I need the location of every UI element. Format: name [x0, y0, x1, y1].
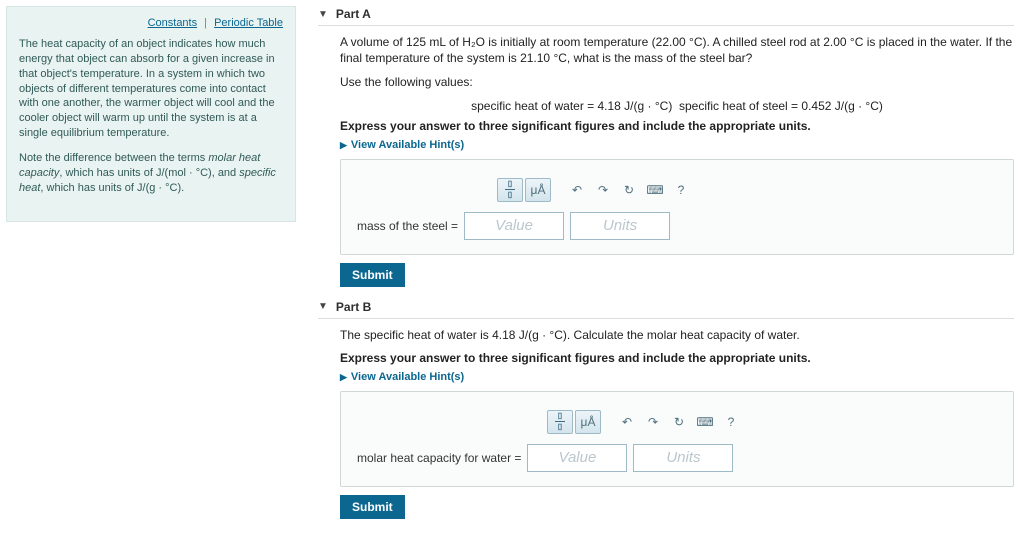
answer-label-a: mass of the steel = [357, 219, 458, 233]
value-input-b[interactable]: Value [527, 444, 627, 472]
units-input-a[interactable]: Units [570, 212, 670, 240]
page-root: Constants | Periodic Table The heat capa… [0, 0, 1024, 552]
redo-button[interactable]: ↷ [641, 411, 665, 433]
help-button[interactable]: ? [719, 411, 743, 433]
intro-paragraph-2: Note the difference between the terms mo… [19, 151, 283, 196]
constants-link[interactable]: Constants [148, 17, 198, 29]
answer-row-a: mass of the steel = Value Units [357, 212, 997, 240]
submit-button-b[interactable]: Submit [340, 495, 405, 519]
part-b: ▼ Part B The specific heat of water is 4… [318, 297, 1014, 519]
units-input-b[interactable]: Units [633, 444, 733, 472]
sidebar: Constants | Periodic Table The heat capa… [0, 0, 310, 552]
main-content: ▼ Part A A volume of 125 mL of H₂O is in… [310, 0, 1024, 552]
keyboard-button[interactable]: ⌨ [693, 411, 717, 433]
part-a-header[interactable]: ▼ Part A [318, 4, 1014, 26]
answer-row-b: molar heat capacity for water = Value Un… [357, 444, 997, 472]
view-hints-a[interactable]: ▶View Available Hint(s) [340, 139, 1014, 151]
part-a-question: A volume of 125 mL of H₂O is initially a… [340, 34, 1014, 66]
part-a: ▼ Part A A volume of 125 mL of H₂O is in… [318, 4, 1014, 287]
use-values-label: Use the following values: [340, 74, 1014, 90]
part-a-body: A volume of 125 mL of H₂O is initially a… [318, 26, 1014, 287]
express-instruction-a: Express your answer to three significant… [340, 119, 1014, 133]
submit-button-a[interactable]: Submit [340, 263, 405, 287]
value-steel: specific heat of steel = 0.452 J/(g · °C… [679, 99, 883, 113]
chevron-right-icon: ▶ [340, 372, 347, 382]
part-a-title: Part A [336, 7, 371, 21]
toolbar-a: ▯▯ μÅ ↶ ↷ ↻ ⌨ ? [357, 178, 997, 202]
templates-icon: ▯▯ [555, 412, 565, 431]
periodic-table-link[interactable]: Periodic Table [214, 17, 283, 29]
value-water: specific heat of water = 4.18 J/(g · °C) [471, 99, 672, 113]
answer-box-b: ▯▯ μÅ ↶ ↷ ↻ ⌨ ? molar heat capacity for … [340, 391, 1014, 487]
redo-button[interactable]: ↷ [591, 179, 615, 201]
intro-paragraph-1: The heat capacity of an object indicates… [19, 37, 283, 141]
collapse-icon: ▼ [318, 9, 328, 20]
reset-button[interactable]: ↻ [667, 411, 691, 433]
info-box: Constants | Periodic Table The heat capa… [6, 6, 296, 222]
value-input-a[interactable]: Value [464, 212, 564, 240]
reset-button[interactable]: ↻ [617, 179, 641, 201]
templates-button[interactable]: ▯▯ [547, 410, 573, 434]
part-b-question: The specific heat of water is 4.18 J/(g … [340, 327, 1014, 343]
special-chars-button[interactable]: μÅ [525, 178, 551, 202]
part-b-body: The specific heat of water is 4.18 J/(g … [318, 319, 1014, 519]
keyboard-button[interactable]: ⌨ [643, 179, 667, 201]
answer-box-a: ▯▯ μÅ ↶ ↷ ↻ ⌨ ? mass of the steel = Valu… [340, 159, 1014, 255]
templates-button[interactable]: ▯▯ [497, 178, 523, 202]
answer-label-b: molar heat capacity for water = [357, 451, 521, 465]
express-instruction-b: Express your answer to three significant… [340, 351, 1014, 365]
part-b-title: Part B [336, 300, 371, 314]
collapse-icon: ▼ [318, 301, 328, 312]
undo-button[interactable]: ↶ [565, 179, 589, 201]
undo-button[interactable]: ↶ [615, 411, 639, 433]
part-b-header[interactable]: ▼ Part B [318, 297, 1014, 319]
view-hints-b[interactable]: ▶View Available Hint(s) [340, 371, 1014, 383]
help-button[interactable]: ? [669, 179, 693, 201]
sidebar-links: Constants | Periodic Table [19, 17, 283, 29]
toolbar-b: ▯▯ μÅ ↶ ↷ ↻ ⌨ ? [357, 410, 997, 434]
link-separator: | [200, 17, 211, 29]
given-values: specific heat of water = 4.18 J/(g · °C)… [340, 99, 1014, 113]
templates-icon: ▯▯ [505, 180, 515, 199]
special-chars-button[interactable]: μÅ [575, 410, 601, 434]
chevron-right-icon: ▶ [340, 140, 347, 150]
